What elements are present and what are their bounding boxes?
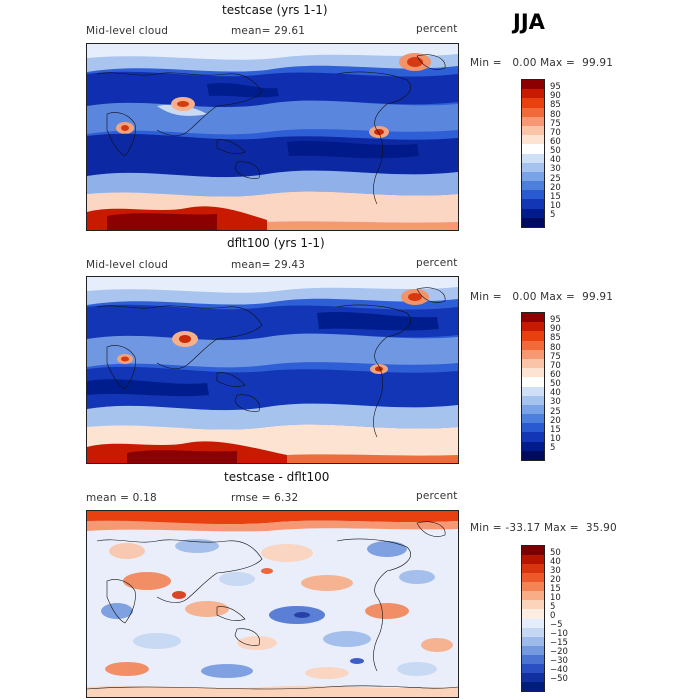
panel3-cbar-label: −10: [550, 629, 568, 639]
panel1-cbar-label: 40: [550, 155, 561, 165]
panel3-cbar-label: 20: [550, 575, 561, 585]
panel1-map: [86, 43, 459, 231]
panel3-cbar-label: −20: [550, 647, 568, 657]
panel1-cbar-label: 60: [550, 137, 561, 147]
panel2-colorbar: [521, 312, 545, 461]
panel2-cbar-label: 50: [550, 379, 561, 389]
panel2-cbar-label: 60: [550, 370, 561, 380]
panel2-min-label: Min = 0.00 Max = 99.91: [470, 291, 613, 303]
panel3-title: testcase - dflt100: [224, 470, 330, 484]
panel2-max-key: Max =: [540, 291, 575, 303]
panel1-cbar-label: 25: [550, 174, 561, 184]
panel3-min-value: -33.17: [505, 522, 541, 534]
panel2-contour-field: [87, 277, 458, 463]
panel2-cbar-label: 10: [550, 434, 561, 444]
panel3-contour-field: [87, 511, 458, 697]
panel1-cbar-label: 30: [550, 164, 561, 174]
panel1-units: percent: [416, 23, 458, 35]
panel2-mean-label: mean= 29.43: [231, 259, 306, 271]
season-label: JJA: [513, 10, 545, 34]
panel3-cbar-label: −5: [550, 620, 563, 630]
panel1-colorbar-labels: 95 90 85 80 75 70 60 50 40 30 25 20 15 1…: [550, 79, 590, 226]
panel2-cbar-label: 20: [550, 416, 561, 426]
panel1-cbar-label: 80: [550, 110, 561, 120]
panel2-max-value: 99.91: [582, 291, 614, 303]
panel3-rmse-label: rmse = 6.32: [231, 492, 299, 504]
panel3-mean-label: mean = 0.18: [86, 492, 157, 504]
panel1-variable-label: Mid-level cloud: [86, 25, 169, 37]
panel2-cbar-label: 5: [550, 443, 556, 453]
panel2-cbar-label: 80: [550, 343, 561, 353]
panel2-cbar-label: 40: [550, 388, 561, 398]
panel3-colorbar: [521, 545, 545, 692]
panel3-min-label: Min = -33.17 Max = 35.90: [470, 522, 617, 534]
panel3-units: percent: [416, 490, 458, 502]
panel1-max-key: Max =: [540, 57, 575, 69]
panel1-cbar-label: 95: [550, 82, 561, 92]
panel1-contour-field: [87, 44, 458, 230]
panel3-cbar-label: 15: [550, 584, 561, 594]
panel2-units: percent: [416, 257, 458, 269]
panel3-max-key: Max =: [543, 522, 579, 534]
panel2-cbar-label: 70: [550, 361, 561, 371]
panel1-cbar-label: 85: [550, 100, 561, 110]
panel3-cbar-label: 40: [550, 557, 561, 567]
panel3-cbar-label: 5: [550, 602, 556, 612]
panel3-cbar-label: −40: [550, 665, 568, 675]
panel1-cbar-label: 70: [550, 128, 561, 138]
panel3-cbar-label: −15: [550, 638, 568, 648]
panel2-min-value: 0.00: [512, 291, 537, 303]
panel3-map: [86, 510, 459, 698]
panel2-map: [86, 276, 459, 464]
panel1-max-value: 99.91: [582, 57, 614, 69]
panel1-cbar-label: 75: [550, 119, 561, 129]
panel3-cbar-label: −50: [550, 674, 568, 684]
panel2-cbar-label: 85: [550, 333, 561, 343]
panel3-max-value: 35.90: [585, 522, 617, 534]
panel2-cbar-label: 30: [550, 397, 561, 407]
panel2-cbar-label: 75: [550, 352, 561, 362]
panel1-cbar-label: 50: [550, 146, 561, 156]
panel3-colorbar-labels: 50 40 30 20 15 10 5 0 −5 −10 −15 −20 −30…: [550, 545, 590, 690]
panel1-cbar-label: 90: [550, 91, 561, 101]
panel2-cbar-label: 25: [550, 407, 561, 417]
panel2-variable-label: Mid-level cloud: [86, 259, 169, 271]
panel1-colorbar: [521, 79, 545, 228]
panel1-cbar-label: 15: [550, 192, 561, 202]
panel3-min-key: Min =: [470, 522, 502, 534]
panel1-title: testcase (yrs 1-1): [222, 3, 328, 17]
panel3-cbar-label: −30: [550, 656, 568, 666]
panel3-cbar-label: 0: [550, 611, 556, 621]
panel2-min-key: Min =: [470, 291, 502, 303]
panel1-cbar-label: 20: [550, 183, 561, 193]
panel3-cbar-label: 10: [550, 593, 561, 603]
panel3-cbar-label: 30: [550, 566, 561, 576]
panel2-colorbar-labels: 95 90 85 80 75 70 60 50 40 30 25 20 15 1…: [550, 312, 590, 459]
panel2-title: dflt100 (yrs 1-1): [227, 236, 325, 250]
panel1-min-value: 0.00: [512, 57, 537, 69]
panel2-cbar-label: 90: [550, 324, 561, 334]
panel1-cbar-label: 5: [550, 210, 556, 220]
panel1-mean-label: mean= 29.61: [231, 25, 306, 37]
panel1-cbar-label: 10: [550, 201, 561, 211]
panel1-min-label: Min = 0.00 Max = 99.91: [470, 57, 613, 69]
panel3-cbar-label: 50: [550, 548, 561, 558]
panel2-cbar-label: 95: [550, 315, 561, 325]
panel1-min-key: Min =: [470, 57, 502, 69]
panel2-cbar-label: 15: [550, 425, 561, 435]
